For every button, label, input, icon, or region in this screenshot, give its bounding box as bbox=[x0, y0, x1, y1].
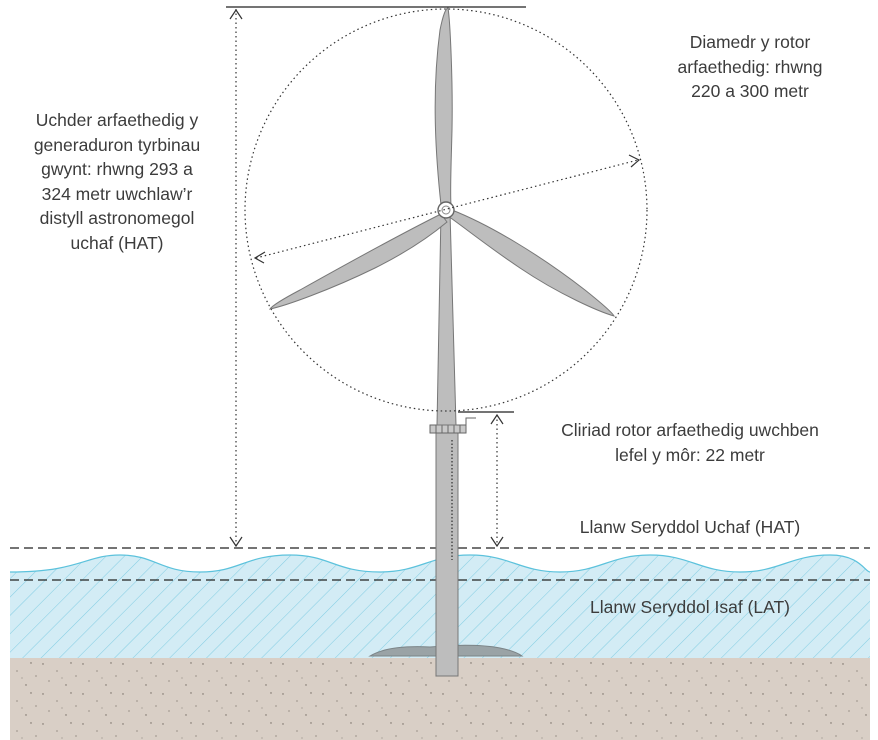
turbine-tower bbox=[436, 211, 457, 426]
foundation-monopile bbox=[429, 417, 476, 677]
turbine-blades bbox=[268, 7, 615, 317]
lat-label: Llanw Seryddol Isaf (LAT) bbox=[589, 597, 791, 617]
blade-up bbox=[434, 7, 453, 206]
rotor-clearance-label: Cliriad rotor arfaethedig uwchben lefel … bbox=[561, 420, 819, 465]
blade-right bbox=[447, 209, 615, 317]
hat-label: Llanw Seryddol Uchaf (HAT) bbox=[579, 517, 801, 537]
rotor-diameter-arrow bbox=[255, 159, 639, 259]
rotor-swept-circle bbox=[244, 8, 648, 412]
rotor-diameter-label: Diamedr y rotor arfaethedig: rhwng 220 a… bbox=[677, 32, 823, 101]
blade-left bbox=[268, 213, 448, 310]
turbine-height-label: Uchder arfaethedig y generaduron tyrbina… bbox=[33, 110, 201, 253]
